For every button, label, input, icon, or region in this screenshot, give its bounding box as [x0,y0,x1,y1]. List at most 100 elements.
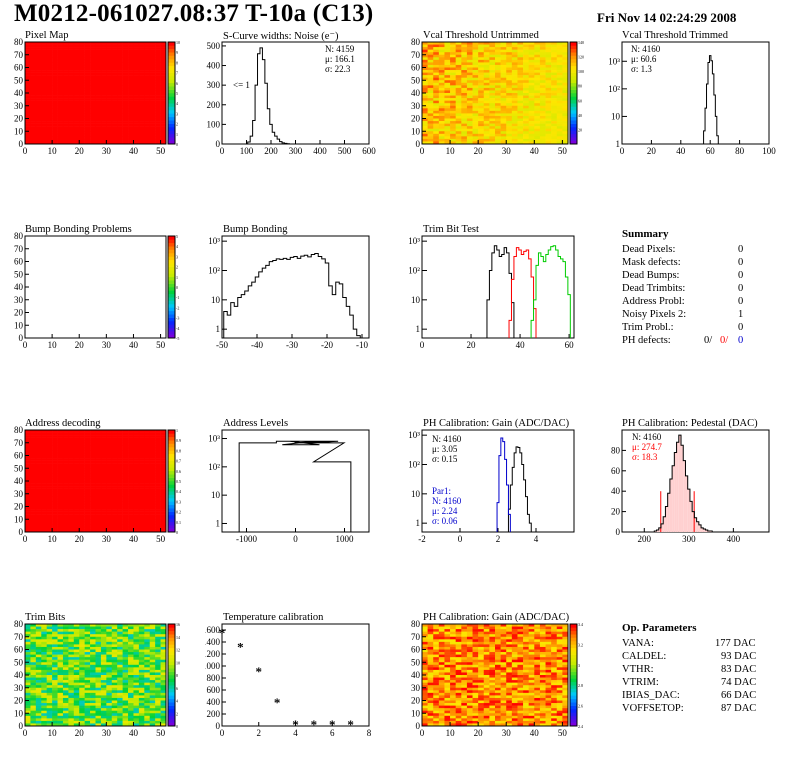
heatmap-cell [534,67,541,71]
heatmap-cell [84,715,91,719]
heatmap-cell [422,113,428,117]
heatmap-cell [111,72,118,76]
y-tick-label: 1 [216,518,221,528]
heatmap-cell [155,695,161,699]
heatmap-cell [90,687,96,691]
heatmap-cell [90,506,96,510]
histogram-series [507,446,532,532]
heatmap-cell [455,103,462,107]
heatmap-cell [100,131,107,135]
heatmap-cell [122,95,129,99]
heatmap-cell [62,70,69,73]
heatmap-cell [106,67,113,71]
heatmap-cell [495,70,501,73]
heatmap-cell [438,85,445,89]
heatmap-cell [68,100,75,104]
heatmap-cell [90,131,96,135]
heatmap-cell [95,435,102,438]
heatmap-cell [90,64,96,68]
heatmap-cell [79,118,85,122]
x-tick-label: 60 [706,146,716,156]
heatmap-cell [73,452,80,456]
heatmap-cell [444,126,451,129]
stat-mean: μ: 274.7 [632,442,662,452]
heatmap-cell [438,685,445,689]
heatmap-cell [438,634,445,638]
heatmap-cell [427,659,434,663]
heatmap-cell [100,77,107,81]
heatmap-cell [155,692,161,696]
heatmap-cell [160,121,167,124]
heatmap-cell [95,644,102,648]
heatmap-cell [149,659,156,663]
x-tick-label: 4 [534,534,539,544]
heatmap-cell [111,59,118,63]
palette-label: 2 [176,122,178,127]
stats-box: N: 4160 μ: 3.05 σ: 0.15 [432,434,461,464]
heatmap-cell [444,123,451,127]
heatmap-cell [111,49,118,53]
panel-title: Bump Bonding [223,224,288,235]
heatmap-cell [528,44,535,48]
heatmap-cell [160,455,167,459]
heatmap-cell [128,44,134,48]
heatmap-cell [144,680,151,683]
heatmap-cell [438,639,445,643]
heatmap-cell [500,67,507,71]
heatmap-cell [489,105,496,109]
heatmap-cell [528,118,535,122]
heatmap-cell [511,110,518,114]
heatmap-cell [551,59,558,63]
heatmap-cell [117,496,123,500]
heatmap-cell [79,123,85,127]
heatmap-cell [68,64,75,68]
heatmap-cell [95,108,102,112]
heatmap-cell [41,80,47,84]
heatmap-cell [73,432,80,436]
palette-swatch [168,511,175,516]
heatmap-cell [144,465,151,469]
heatmap-cell [155,501,161,505]
heatmap-cell [84,463,91,466]
heatmap-cell [25,503,31,507]
heatmap-cell [57,473,64,477]
heatmap-cell [117,695,123,699]
heatmap-cell [483,100,490,104]
palette-swatch [168,59,175,63]
heatmap-cell [117,672,123,676]
heatmap-cell [52,657,58,660]
heatmap-cell [57,77,64,81]
heatmap-cell [90,662,96,666]
heatmap-cell [73,62,80,66]
heatmap-cell [489,64,496,68]
heatmap-cell [155,644,161,648]
heatmap-cell [144,624,151,627]
heatmap-cell [30,710,37,714]
heatmap-cell [133,641,140,645]
heatmap-cell [483,42,490,45]
heatmap-cell [73,713,80,717]
heatmap-cell [495,64,501,68]
heatmap-cell [35,458,42,461]
heatmap-cell [562,52,569,56]
heatmap-cell [483,59,490,63]
heatmap-cell [57,121,64,124]
heatmap-cell [422,682,428,686]
heatmap-cell [84,690,91,694]
heatmap-cell [433,141,440,145]
heatmap-cell [427,713,434,717]
heatmap-cell [427,641,434,645]
heatmap-cell [138,677,145,681]
heatmap-cell [57,52,64,56]
heatmap-cell [62,644,69,648]
heatmap-cell [539,128,546,132]
heatmap-cell [46,514,53,517]
heatmap-cell [62,529,69,533]
heatmap-cell [144,498,151,502]
heatmap-cell [511,121,518,124]
heatmap-cell [30,503,37,507]
heatmap-cell [444,687,451,691]
heatmap-cell [128,64,134,68]
heatmap-cell [133,662,140,666]
heatmap-cell [128,458,134,461]
